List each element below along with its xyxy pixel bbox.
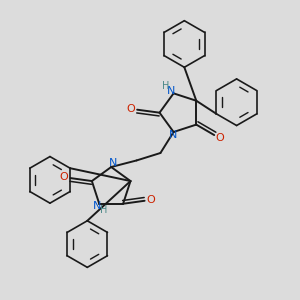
Text: O: O (147, 195, 156, 205)
Text: O: O (216, 133, 225, 143)
Text: N: N (109, 158, 117, 167)
Text: H: H (162, 81, 170, 91)
Text: N: N (169, 130, 177, 140)
Text: H: H (100, 205, 107, 215)
Text: O: O (59, 172, 68, 182)
Text: O: O (126, 104, 135, 114)
Text: N: N (167, 86, 175, 96)
Text: N: N (93, 201, 101, 211)
